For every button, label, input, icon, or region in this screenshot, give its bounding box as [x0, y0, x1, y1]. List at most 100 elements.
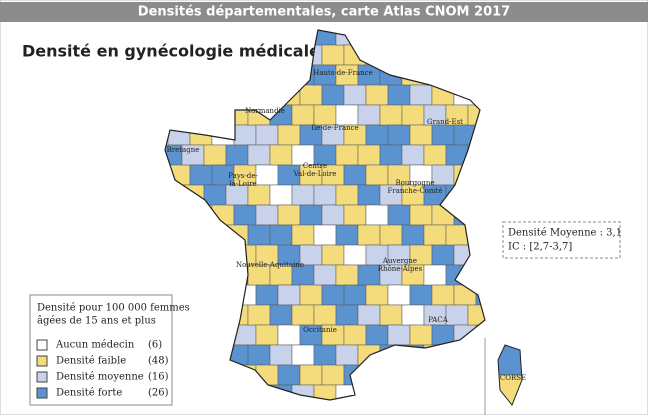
department	[379, 304, 403, 326]
region-label: Ile-de-France	[311, 124, 358, 132]
department	[365, 164, 389, 186]
department	[423, 224, 447, 246]
department	[335, 344, 359, 366]
department	[335, 224, 359, 246]
department	[247, 304, 271, 326]
department	[401, 304, 425, 326]
department	[321, 244, 345, 266]
region-label: Bourgogne	[395, 179, 434, 187]
stats-box	[502, 221, 621, 259]
department	[189, 164, 213, 186]
department	[387, 324, 411, 346]
department	[335, 104, 359, 126]
department	[343, 84, 367, 106]
department	[379, 144, 403, 166]
department	[423, 144, 447, 166]
region-label: Bretagne	[167, 146, 200, 154]
region-label: Rhône-Alpes	[378, 265, 423, 273]
region-label: Franche-Comté	[388, 187, 443, 195]
department	[247, 144, 271, 166]
department	[409, 84, 433, 106]
region-label: la-Loire	[229, 180, 256, 188]
department	[343, 324, 367, 346]
department	[387, 284, 411, 306]
department	[321, 84, 345, 106]
department	[313, 104, 337, 126]
department	[299, 364, 323, 386]
region-label: Occitanie	[303, 326, 337, 334]
department	[299, 84, 323, 106]
legend-label: Densité forte	[56, 388, 122, 399]
department	[401, 224, 425, 246]
department	[291, 184, 315, 206]
legend-swatch	[36, 355, 48, 367]
department	[291, 304, 315, 326]
department	[313, 224, 337, 246]
legend-box	[29, 294, 173, 406]
department	[431, 124, 455, 146]
legend-swatch	[36, 339, 48, 351]
legend-count: (16)	[148, 372, 169, 383]
region-label: Val-de-Loire	[293, 170, 337, 178]
stats-ci: IC : [2,7-3,7]	[508, 242, 572, 253]
department	[313, 344, 337, 366]
department	[365, 84, 389, 106]
department	[313, 304, 337, 326]
department	[255, 204, 279, 226]
department	[387, 204, 411, 226]
department	[409, 324, 433, 346]
department	[379, 224, 403, 246]
department	[269, 184, 293, 206]
department	[203, 184, 227, 206]
department	[247, 224, 271, 246]
department	[387, 84, 411, 106]
department	[335, 304, 359, 326]
department	[255, 324, 279, 346]
region-label: Normandie	[245, 107, 285, 115]
region-label: Centre	[303, 162, 327, 170]
region-label: Hauts-de-France	[313, 69, 373, 77]
department	[409, 284, 433, 306]
department	[255, 284, 279, 306]
department	[269, 224, 293, 246]
department	[357, 304, 381, 326]
department	[255, 164, 279, 186]
department	[409, 124, 433, 146]
department	[423, 264, 447, 286]
department	[409, 204, 433, 226]
header-bar	[0, 2, 648, 22]
legend-count: (26)	[148, 388, 169, 399]
legend-label: Densité moyenne	[56, 372, 144, 383]
department	[357, 224, 381, 246]
department	[335, 184, 359, 206]
department	[277, 364, 301, 386]
department	[313, 264, 337, 286]
department	[343, 284, 367, 306]
legend-swatch	[36, 387, 48, 399]
department	[233, 124, 257, 146]
department	[277, 204, 301, 226]
department	[247, 344, 271, 366]
department	[299, 204, 323, 226]
stats-mean: Densité Moyenne : 3,1	[508, 228, 622, 239]
legend-label: Densité faible	[56, 356, 126, 367]
department	[401, 104, 425, 126]
legend-title: Densité pour 100 000 femmes	[37, 303, 190, 314]
legend-label: Aucun médecin	[55, 340, 135, 351]
department	[387, 124, 411, 146]
department	[343, 164, 367, 186]
department	[299, 284, 323, 306]
department	[255, 124, 279, 146]
department	[277, 124, 301, 146]
department	[431, 284, 455, 306]
department	[365, 124, 389, 146]
legend-swatch	[36, 371, 48, 383]
region-label: Auvergne	[382, 257, 417, 265]
department	[321, 364, 345, 386]
region-label: CORSE	[500, 374, 526, 382]
department	[365, 204, 389, 226]
department	[291, 344, 315, 366]
department	[379, 104, 403, 126]
department	[357, 144, 381, 166]
